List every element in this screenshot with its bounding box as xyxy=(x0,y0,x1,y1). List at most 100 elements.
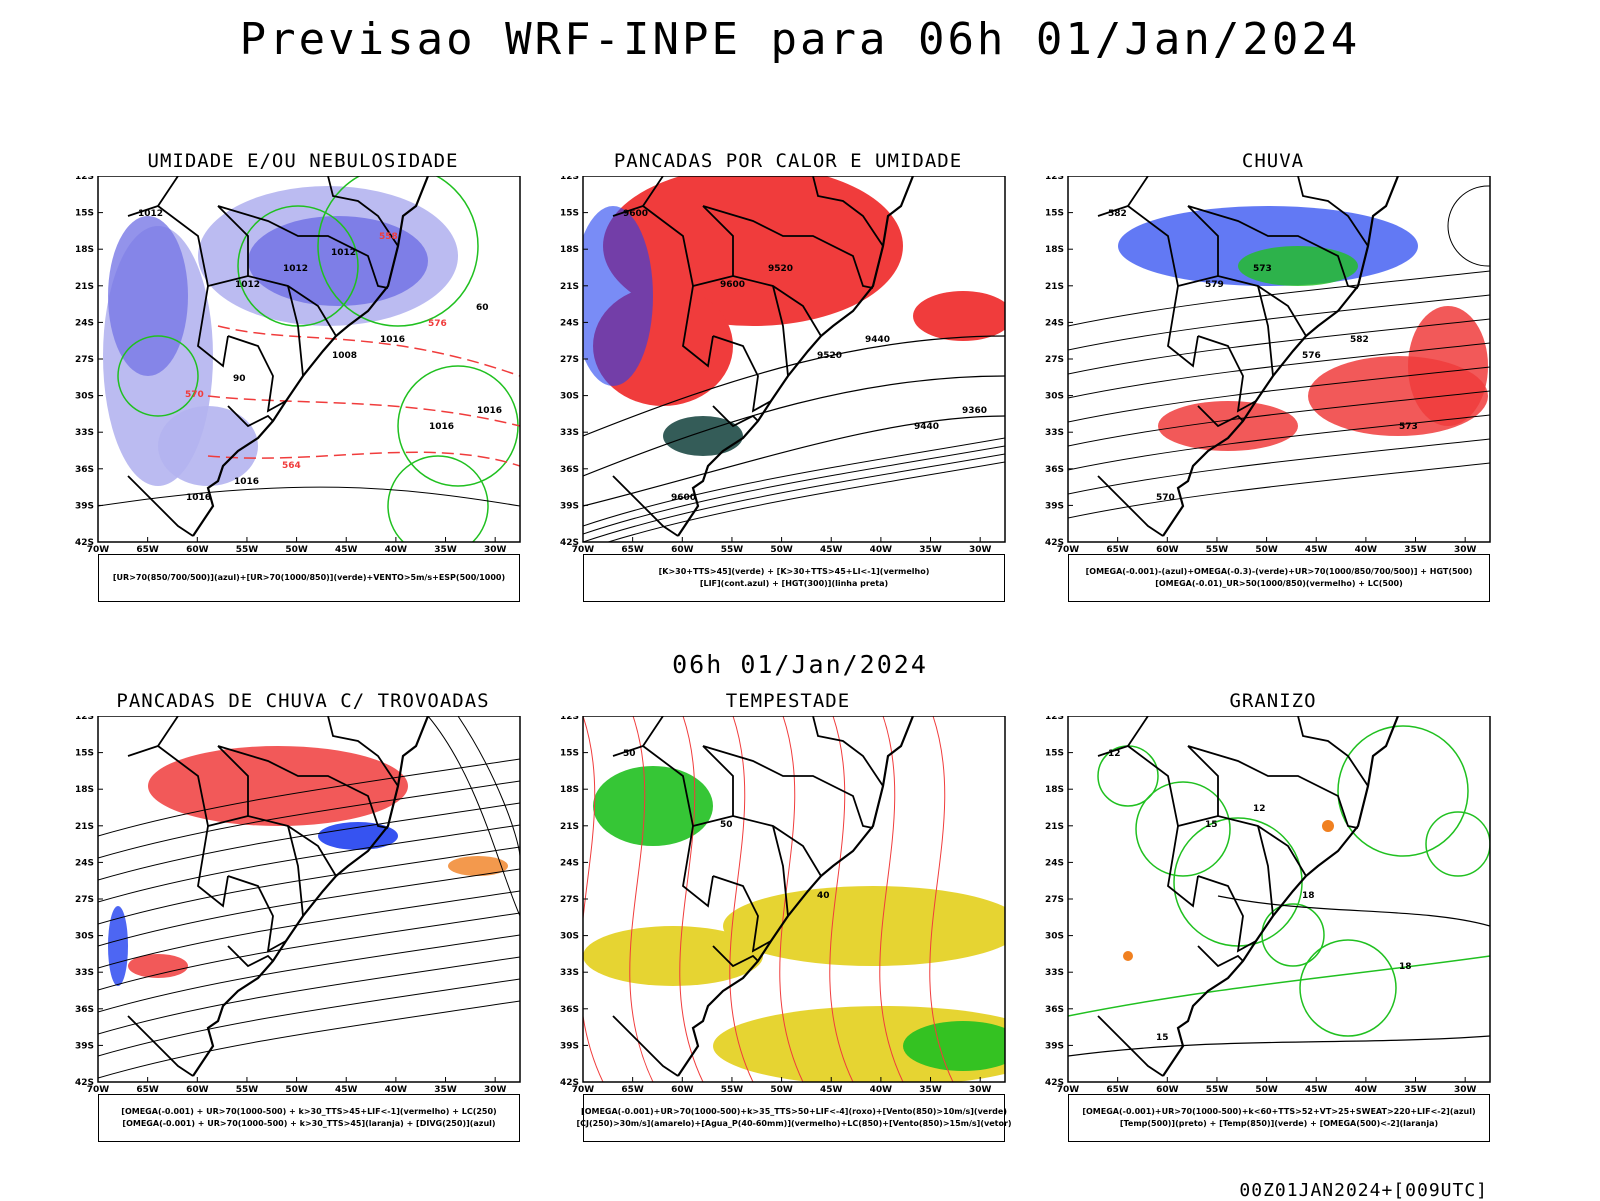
contour-line xyxy=(1425,811,1490,877)
border-line xyxy=(217,745,249,816)
border-line xyxy=(127,176,179,217)
latitude-tick-label: 18S xyxy=(1045,785,1064,795)
latitude-tick-label: 21S xyxy=(75,282,94,292)
contour-value-label: 1012 xyxy=(283,264,308,274)
contour-line xyxy=(98,956,520,1035)
longitude-tick-label: 65W xyxy=(621,545,644,555)
contour-value-label: 570 xyxy=(1156,493,1175,503)
coastline xyxy=(677,716,915,1077)
longitude-tick-label: 65W xyxy=(1106,545,1129,555)
shaded-area xyxy=(1158,401,1298,451)
longitude-tick-label: 45W xyxy=(335,545,358,555)
contour-line xyxy=(207,451,520,467)
contour-value-label: 9600 xyxy=(720,280,745,290)
longitude-tick-label: 60W xyxy=(1156,1085,1179,1095)
coastline xyxy=(1162,176,1400,537)
longitude-tick-label: 70W xyxy=(87,545,110,555)
latitude-tick-label: 15S xyxy=(75,749,94,759)
longitude-tick-label: 45W xyxy=(820,1085,843,1095)
latitude-tick-label: 30S xyxy=(1045,392,1064,402)
contour-line xyxy=(879,716,904,1082)
contour-value-label: 90 xyxy=(233,374,246,384)
shaded-area xyxy=(128,954,188,978)
latitude-tick-label: 36S xyxy=(75,1005,94,1015)
latitude-tick-label: 30S xyxy=(75,392,94,402)
contour-line xyxy=(1068,318,1490,375)
legend-line: [OMEGA(-0.001) + UR>70(1000-500) + k>30_… xyxy=(122,1119,496,1128)
weather-map: 582 579 576 573 570 573 582 12S 15S 18S 21S 24S 27S 3… xyxy=(1045,176,1491,555)
contour-line xyxy=(679,716,704,1082)
border-line xyxy=(1187,745,1219,816)
shaded-area xyxy=(248,216,428,306)
contour-value-label: 1016 xyxy=(380,335,405,345)
contour-line xyxy=(98,978,520,1057)
border-line xyxy=(1127,745,1199,908)
shaded-area xyxy=(108,906,128,986)
shaded-area xyxy=(318,822,398,850)
legend-box: [K>30+TTS>45](verde) + [K>30+TTS>45+LI<-… xyxy=(583,554,1005,602)
legend-line: [OMEGA(-0.001)-(azul)+OMEGA(-0.3)-(verde… xyxy=(1085,567,1473,576)
border-line xyxy=(772,285,789,377)
latitude-tick-label: 42S xyxy=(1045,1078,1064,1088)
latitude-tick-label: 30S xyxy=(1045,932,1064,942)
legend-line: [OMEGA(-0.001)+UR>70(1000-500)+k<60+TTS>… xyxy=(1082,1107,1476,1116)
panel-title: PANCADAS POR CALOR E UMIDADE xyxy=(613,150,963,172)
latitude-tick-label: 24S xyxy=(560,858,579,868)
legend-box: [OMEGA(-0.001)-(azul)+OMEGA(-0.3)-(verde… xyxy=(1068,554,1490,602)
border-line xyxy=(1127,205,1199,368)
latitude-tick-label: 39S xyxy=(1045,501,1064,511)
latitude-tick-label: 42S xyxy=(560,538,579,548)
contour-line xyxy=(583,375,1005,477)
longitude-tick-label: 35W xyxy=(1404,545,1427,555)
longitude-tick-label: 60W xyxy=(186,1085,209,1095)
longitude-tick-label: 65W xyxy=(136,545,159,555)
contour-value-label: 1012 xyxy=(235,280,260,290)
shaded-area xyxy=(913,291,1005,341)
coastline xyxy=(192,716,430,1077)
longitude-tick-label: 70W xyxy=(572,1085,595,1095)
longitude-tick-label: 50W xyxy=(1255,545,1278,555)
contour-line xyxy=(1068,462,1490,519)
border-line xyxy=(127,475,194,537)
border-line xyxy=(1297,716,1369,787)
contour-line xyxy=(98,846,520,925)
contour-line xyxy=(98,912,520,991)
legend-line: [CJ(250)>30m/s](amarelo)+[Agua_P(40-60mm… xyxy=(576,1119,1012,1128)
contour-line xyxy=(1068,414,1490,471)
contour-line xyxy=(98,934,520,1013)
contour-line xyxy=(98,890,520,969)
contour-value-label: 564 xyxy=(282,461,301,471)
latitude-tick-label: 15S xyxy=(75,209,94,219)
latitude-tick-label: 39S xyxy=(560,1041,579,1051)
panel-pancadas-de-chuva-c-trovoadas: PANCADAS DE CHUVA C/ TROVOADAS 12S 15S 18S 2… xyxy=(68,690,538,1180)
border-line xyxy=(1097,176,1149,217)
latitude-tick-label: 39S xyxy=(75,1041,94,1051)
latitude-tick-label: 12S xyxy=(560,716,579,722)
contour-line xyxy=(829,716,854,1082)
longitude-tick-label: 35W xyxy=(919,1085,942,1095)
latitude-tick-label: 33S xyxy=(1045,968,1064,978)
longitude-tick-label: 30W xyxy=(969,545,992,555)
longitude-tick-label: 55W xyxy=(236,1085,259,1095)
longitude-tick-label: 55W xyxy=(721,1085,744,1095)
contour-line xyxy=(1068,342,1490,399)
contour-value-label: 576 xyxy=(428,319,447,329)
border-line xyxy=(1257,285,1274,377)
contour-value-label: 579 xyxy=(1205,280,1224,290)
latitude-tick-label: 24S xyxy=(75,858,94,868)
contour-line xyxy=(583,453,1005,542)
latitude-tick-label: 30S xyxy=(560,932,579,942)
longitude-tick-label: 55W xyxy=(236,545,259,555)
shaded-area xyxy=(583,206,653,386)
shaded-area xyxy=(593,766,713,846)
longitude-tick-label: 50W xyxy=(770,1085,793,1095)
longitude-tick-label: 40W xyxy=(870,1085,893,1095)
border-line xyxy=(612,1015,679,1077)
latitude-tick-label: 39S xyxy=(560,501,579,511)
border-line xyxy=(1257,825,1274,917)
border-line xyxy=(642,745,714,908)
longitude-tick-label: 40W xyxy=(385,1085,408,1095)
contour-value-label: 582 xyxy=(1350,335,1369,345)
contour-value-label: 40 xyxy=(817,891,830,901)
contour-line xyxy=(98,758,520,837)
